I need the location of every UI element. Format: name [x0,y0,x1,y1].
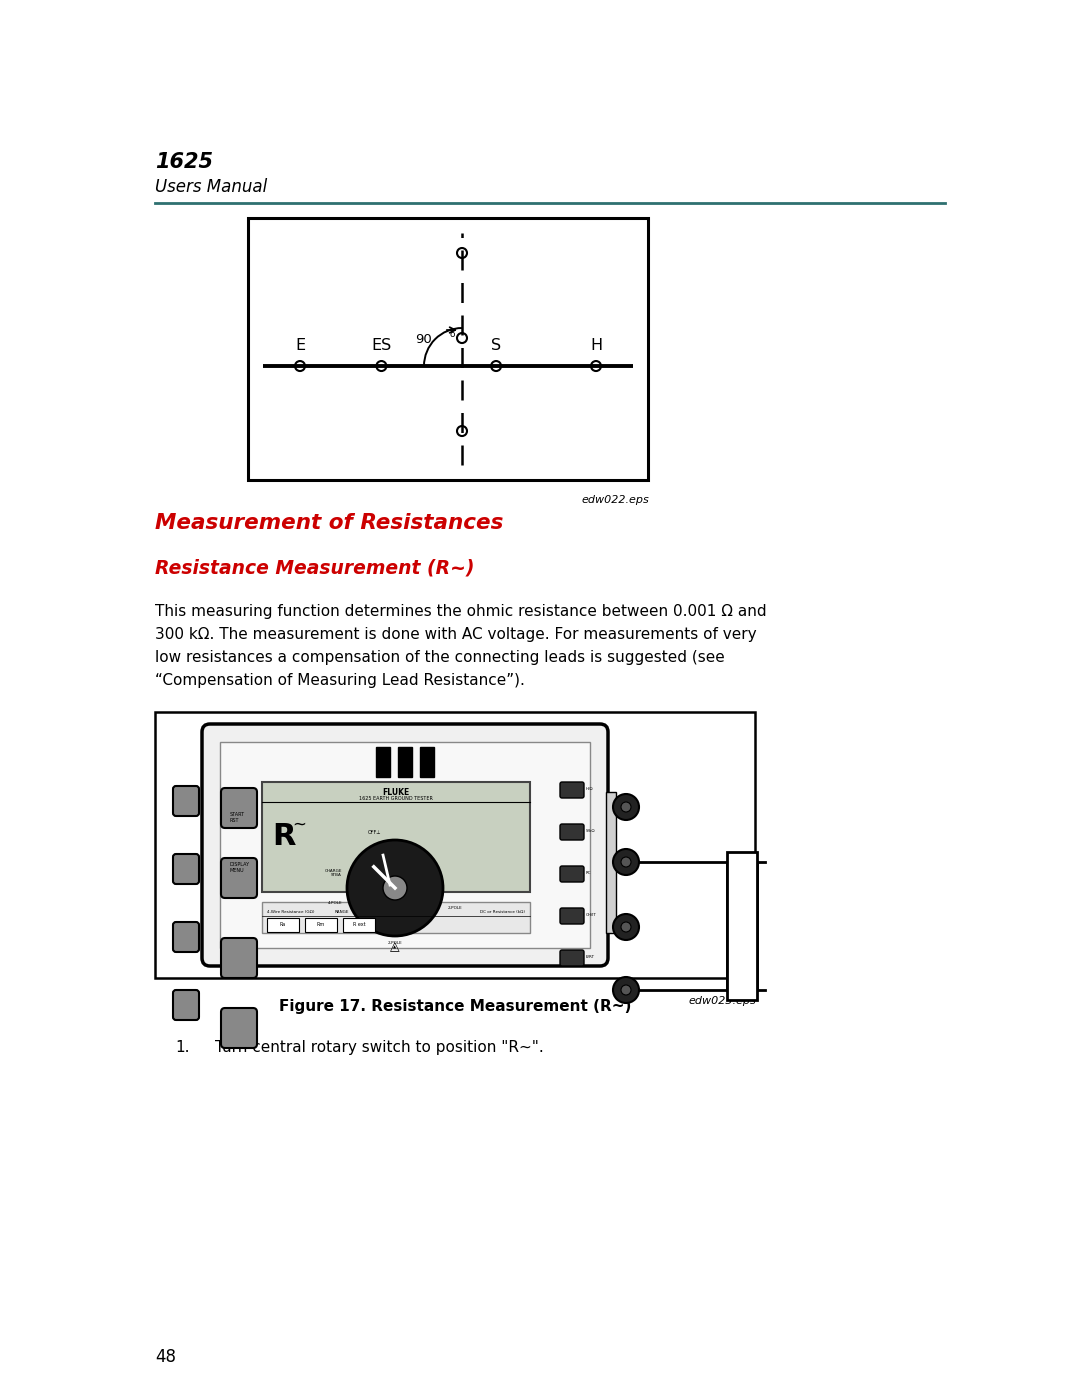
Text: Rm: Rm [316,922,325,928]
Text: E: E [295,338,305,353]
Text: H/Ω: H/Ω [586,787,594,791]
Circle shape [621,802,631,812]
Text: 1625 EARTH GROUND TESTER: 1625 EARTH GROUND TESTER [359,796,433,800]
Text: 2-POLE
▲: 2-POLE ▲ [388,942,403,950]
Text: 90: 90 [415,332,432,346]
Text: R ext: R ext [353,922,365,928]
Text: START
RST: START RST [230,812,245,823]
Text: 300 kΩ. The measurement is done with AC voltage. For measurements of very: 300 kΩ. The measurement is done with AC … [156,627,757,643]
Text: Ra: Ra [280,922,286,928]
FancyBboxPatch shape [561,950,584,965]
Text: edw022.eps: edw022.eps [581,495,649,504]
Text: ~: ~ [292,816,306,834]
FancyBboxPatch shape [221,858,257,898]
Text: CH/IT: CH/IT [586,914,597,916]
Bar [606,792,616,933]
Circle shape [613,977,639,1003]
Text: “Compensation of Measuring Lead Resistance”).: “Compensation of Measuring Lead Resistan… [156,673,525,687]
FancyBboxPatch shape [561,782,584,798]
Text: 4-POLE: 4-POLE [327,901,342,905]
Text: S/kΩ: S/kΩ [586,828,596,833]
Text: E/RT: E/RT [586,956,595,958]
Text: Users Manual: Users Manual [156,177,267,196]
Bar [399,747,411,777]
Bar [420,747,434,777]
FancyBboxPatch shape [561,908,584,923]
Circle shape [621,856,631,868]
FancyBboxPatch shape [173,854,199,884]
FancyBboxPatch shape [173,990,199,1020]
Text: △: △ [390,940,400,953]
Text: 4-Wire Resistance (GΩ): 4-Wire Resistance (GΩ) [267,909,314,914]
FancyBboxPatch shape [221,937,257,978]
Bar [262,902,530,933]
Circle shape [621,922,631,932]
Text: Turn central rotary switch to position "R~".: Turn central rotary switch to position "… [215,1039,543,1055]
FancyBboxPatch shape [561,824,584,840]
Text: 1625: 1625 [156,152,213,172]
Bar [343,918,375,932]
Text: OFF⊥: OFF⊥ [368,830,381,835]
Text: low resistances a compensation of the connecting leads is suggested (see: low resistances a compensation of the co… [156,650,725,665]
Bar [156,712,755,978]
Text: R: R [272,821,296,851]
FancyBboxPatch shape [173,787,199,816]
Bar [262,782,530,893]
Text: S: S [491,338,501,353]
Circle shape [613,793,639,820]
Bar [305,918,337,932]
Bar [248,218,648,481]
Text: DISPLAY
MENU: DISPLAY MENU [230,862,251,873]
Text: edw023.eps: edw023.eps [688,996,756,1006]
Text: 1.: 1. [175,1039,189,1055]
Bar [220,742,590,949]
Text: DC or Resistance (kΩ): DC or Resistance (kΩ) [480,909,525,914]
Text: 2-POLE: 2-POLE [448,907,462,909]
Text: ES: ES [372,338,392,353]
Text: o: o [450,330,456,339]
Text: H: H [590,338,602,353]
Text: 48: 48 [156,1348,176,1366]
Text: Figure 17. Resistance Measurement (R~): Figure 17. Resistance Measurement (R~) [279,999,631,1014]
Bar [267,918,299,932]
Circle shape [621,985,631,995]
Circle shape [613,849,639,875]
Bar [376,747,390,777]
FancyBboxPatch shape [173,922,199,951]
Text: FLUKE: FLUKE [382,788,409,798]
Text: RC: RC [586,870,592,875]
FancyBboxPatch shape [561,866,584,882]
FancyBboxPatch shape [221,1009,257,1048]
Bar [727,852,757,1000]
Text: This measuring function determines the ohmic resistance between 0.001 Ω and: This measuring function determines the o… [156,604,767,619]
FancyBboxPatch shape [202,724,608,965]
Text: CHARGE
STBA: CHARGE STBA [324,869,342,877]
Text: Measurement of Resistances: Measurement of Resistances [156,513,503,534]
FancyBboxPatch shape [221,788,257,828]
Text: RANGE: RANGE [335,909,349,914]
Circle shape [383,876,407,900]
Circle shape [613,914,639,940]
Circle shape [347,840,443,936]
Text: Resistance Measurement (R~): Resistance Measurement (R~) [156,557,474,577]
